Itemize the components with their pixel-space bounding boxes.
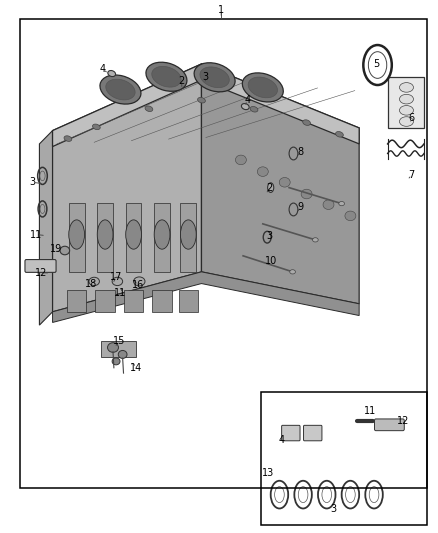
Text: 12: 12 xyxy=(397,416,409,426)
Text: 19: 19 xyxy=(50,244,62,254)
FancyBboxPatch shape xyxy=(304,425,322,441)
Ellipse shape xyxy=(200,67,229,87)
Text: 15: 15 xyxy=(113,336,125,346)
Ellipse shape xyxy=(290,270,295,274)
Ellipse shape xyxy=(108,70,116,77)
Ellipse shape xyxy=(236,155,246,165)
Text: 8: 8 xyxy=(297,147,303,157)
Ellipse shape xyxy=(134,277,145,286)
Ellipse shape xyxy=(289,147,298,160)
FancyBboxPatch shape xyxy=(374,419,404,431)
Ellipse shape xyxy=(345,211,356,221)
Ellipse shape xyxy=(250,107,258,112)
Text: 3: 3 xyxy=(30,177,36,187)
Text: 18: 18 xyxy=(85,279,97,288)
Text: 3: 3 xyxy=(203,72,209,82)
Ellipse shape xyxy=(92,124,100,130)
Ellipse shape xyxy=(257,167,268,176)
Text: 7: 7 xyxy=(409,170,415,180)
FancyBboxPatch shape xyxy=(282,425,300,441)
Text: 2: 2 xyxy=(266,183,272,192)
Ellipse shape xyxy=(241,103,249,110)
Ellipse shape xyxy=(399,106,413,115)
Polygon shape xyxy=(69,203,85,272)
Polygon shape xyxy=(180,203,196,272)
Ellipse shape xyxy=(106,79,135,100)
Polygon shape xyxy=(39,131,53,325)
FancyBboxPatch shape xyxy=(25,260,56,272)
Polygon shape xyxy=(154,203,170,272)
Ellipse shape xyxy=(301,189,312,199)
Text: 3: 3 xyxy=(266,231,272,240)
Ellipse shape xyxy=(194,63,235,92)
Bar xyxy=(20,19,427,488)
Text: 13: 13 xyxy=(262,469,274,478)
Polygon shape xyxy=(53,272,359,322)
Polygon shape xyxy=(53,64,359,147)
Polygon shape xyxy=(95,290,115,312)
Ellipse shape xyxy=(118,351,127,358)
Ellipse shape xyxy=(303,120,311,125)
Ellipse shape xyxy=(152,67,181,87)
Polygon shape xyxy=(126,203,141,272)
Text: 16: 16 xyxy=(132,280,144,290)
Ellipse shape xyxy=(313,238,318,242)
Ellipse shape xyxy=(100,75,141,104)
Ellipse shape xyxy=(108,343,118,352)
Text: 11: 11 xyxy=(364,407,376,416)
Ellipse shape xyxy=(154,220,170,249)
Bar xyxy=(261,392,427,525)
Text: 2: 2 xyxy=(179,76,185,86)
Ellipse shape xyxy=(145,106,153,111)
Text: 4: 4 xyxy=(100,64,106,74)
Ellipse shape xyxy=(248,77,277,98)
Text: 11: 11 xyxy=(30,230,42,239)
Ellipse shape xyxy=(268,183,274,192)
Ellipse shape xyxy=(336,132,343,137)
Ellipse shape xyxy=(112,277,123,286)
Ellipse shape xyxy=(60,246,70,255)
Ellipse shape xyxy=(323,200,334,209)
Text: 4: 4 xyxy=(279,435,285,445)
Ellipse shape xyxy=(399,83,413,92)
Ellipse shape xyxy=(112,358,120,365)
Polygon shape xyxy=(67,290,86,312)
Text: 11: 11 xyxy=(114,288,127,298)
Ellipse shape xyxy=(242,73,283,102)
Ellipse shape xyxy=(180,220,196,249)
Polygon shape xyxy=(388,77,424,128)
Text: 14: 14 xyxy=(130,363,142,373)
Text: 17: 17 xyxy=(110,272,122,282)
Polygon shape xyxy=(124,290,143,312)
Text: 12: 12 xyxy=(35,268,48,278)
Polygon shape xyxy=(179,290,198,312)
Text: 6: 6 xyxy=(409,114,415,123)
Ellipse shape xyxy=(97,220,113,249)
Ellipse shape xyxy=(399,117,413,126)
Text: 3: 3 xyxy=(331,504,337,514)
Polygon shape xyxy=(53,64,201,312)
Ellipse shape xyxy=(399,94,413,104)
Ellipse shape xyxy=(69,220,85,249)
Polygon shape xyxy=(97,203,113,272)
Ellipse shape xyxy=(289,203,298,216)
Ellipse shape xyxy=(64,136,72,141)
Text: 5: 5 xyxy=(374,59,380,69)
Ellipse shape xyxy=(146,62,187,91)
Ellipse shape xyxy=(198,98,205,103)
Ellipse shape xyxy=(126,220,141,249)
Ellipse shape xyxy=(89,277,99,286)
Text: 1: 1 xyxy=(218,5,224,14)
Polygon shape xyxy=(152,290,172,312)
Ellipse shape xyxy=(339,201,344,206)
Polygon shape xyxy=(101,341,136,357)
Text: 9: 9 xyxy=(297,202,303,212)
Text: 10: 10 xyxy=(265,256,277,266)
Polygon shape xyxy=(201,64,359,304)
Text: 4: 4 xyxy=(244,95,251,105)
Ellipse shape xyxy=(279,177,290,187)
